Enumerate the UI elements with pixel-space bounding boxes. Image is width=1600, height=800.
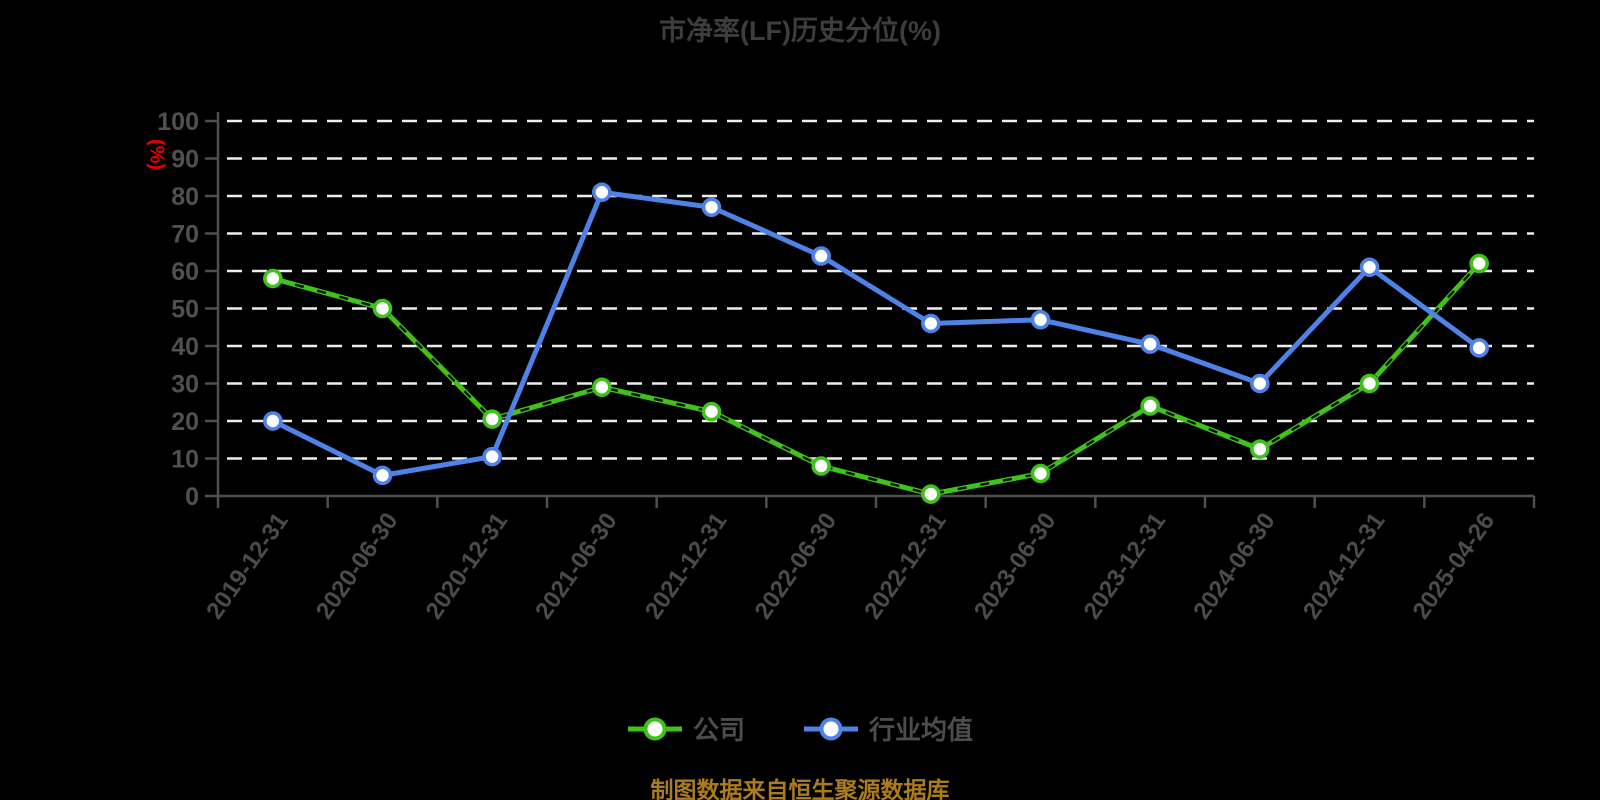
data-point-marker — [921, 313, 941, 334]
x-tick-label: 2025-04-26 — [1408, 508, 1501, 624]
industry-legend-circle — [819, 717, 843, 740]
data-point-marker — [1250, 439, 1270, 459]
data-point-marker — [701, 401, 722, 422]
x-tick-label: 2024-06-30 — [1188, 508, 1281, 624]
y-tick-label: 10 — [171, 446, 199, 474]
data-point-marker — [811, 246, 831, 266]
data-point-marker — [372, 465, 393, 486]
legend-label-industry: 行业均值 — [869, 715, 974, 745]
y-tick-label: 30 — [171, 371, 199, 399]
data-point-marker — [482, 446, 502, 467]
y-tick-label: 90 — [171, 146, 199, 174]
data-point-marker — [1030, 463, 1051, 484]
y-tick-label: 40 — [171, 333, 199, 361]
y-tick-label: 50 — [171, 296, 199, 324]
data-point-marker — [482, 409, 502, 429]
data-point-marker — [1359, 373, 1380, 394]
data-point-marker — [921, 484, 941, 504]
y-tick-label: 70 — [171, 221, 199, 249]
y-tick-label: 80 — [171, 183, 199, 211]
industry-legend-marker-icon — [804, 717, 858, 740]
x-tick-label: 2024-12-31 — [1298, 508, 1391, 624]
legend-item-industry[interactable]: 行业均值 — [803, 710, 973, 747]
industry-line — [270, 189, 1482, 478]
legend-label-company: 公司 — [692, 715, 745, 745]
data-point-marker — [1359, 257, 1380, 278]
chart-title: 市净率(LF)历史分位(%) — [659, 16, 941, 46]
data-point-marker — [1030, 309, 1051, 330]
data-point-marker — [263, 268, 283, 289]
x-tick-label: 2023-06-30 — [969, 508, 1062, 624]
x-tick-label: 2021-06-30 — [530, 508, 623, 624]
x-tick-label: 2022-12-31 — [859, 508, 952, 624]
x-tick-label: 2019-12-31 — [201, 508, 294, 624]
y-tick-label: 100 — [157, 108, 199, 136]
x-tick-label: 2020-06-30 — [311, 508, 404, 624]
data-point-marker — [372, 298, 393, 319]
data-point-marker — [811, 456, 831, 476]
company-legend-marker-icon — [627, 717, 682, 740]
data-point-marker — [1140, 396, 1160, 416]
y-tick-label: 0 — [185, 483, 199, 511]
y-tick-label: 20 — [171, 408, 199, 436]
y-tick-label: 60 — [171, 258, 199, 286]
data-point-marker — [1140, 334, 1160, 354]
data-point-marker — [592, 377, 612, 398]
chart-legend: 公司 行业均值 — [0, 710, 1600, 747]
x-tick-label: 2021-12-31 — [640, 508, 733, 624]
x-tick-label: 2022-06-30 — [750, 508, 843, 624]
legend-item-company[interactable]: 公司 — [627, 710, 745, 747]
data-point-marker — [1469, 253, 1489, 274]
data-point-marker — [592, 182, 612, 203]
data-point-marker — [701, 197, 722, 218]
data-point-marker — [1250, 373, 1270, 394]
company-legend-circle — [643, 717, 667, 740]
x-tick-label: 2023-12-31 — [1079, 508, 1172, 624]
data-point-marker — [263, 411, 283, 431]
company-line-dash-overlay — [272, 262, 1481, 496]
data-point-marker — [1469, 338, 1489, 358]
data-source-note: 制图数据来自恒生聚源数据库 — [650, 777, 950, 800]
x-tick-label: 2020-12-31 — [421, 508, 514, 624]
